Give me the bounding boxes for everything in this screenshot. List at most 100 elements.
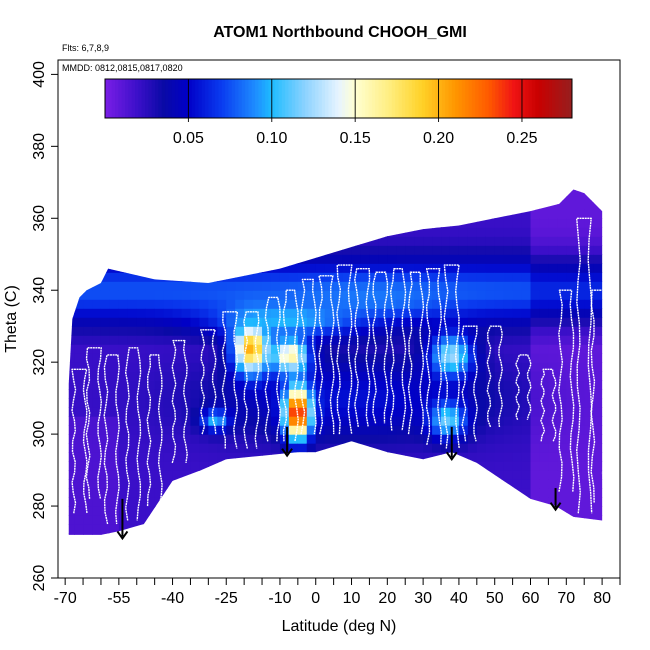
- heatmap-cell: [235, 398, 245, 408]
- heatmap-cell: [190, 281, 200, 291]
- heatmap-cell: [351, 290, 362, 300]
- heatmap-cell: [262, 227, 272, 237]
- heatmap-cell: [432, 209, 442, 219]
- heatmap-cell: [253, 380, 263, 390]
- heatmap-cell: [396, 290, 406, 300]
- heatmap-cell: [378, 236, 388, 246]
- heatmap-cell: [270, 425, 281, 435]
- heatmap-cell: [127, 200, 138, 210]
- heatmap-cell: [378, 272, 388, 282]
- heatmap-cell: [288, 533, 299, 535]
- heatmap-cell: [539, 398, 550, 408]
- heatmap-cell: [208, 461, 218, 471]
- heatmap-cell: [315, 497, 326, 507]
- colorbar-swatch: [108, 79, 113, 118]
- heatmap-cell: [154, 308, 165, 318]
- heatmap-cell: [306, 434, 317, 444]
- flight-profile-trace: [124, 347, 142, 521]
- heatmap-cell: [181, 200, 192, 210]
- heatmap-cell: [226, 380, 236, 390]
- heatmap-cell: [485, 254, 496, 264]
- heatmap-cell: [109, 515, 120, 525]
- heatmap-cell: [270, 533, 281, 535]
- heatmap-cell: [226, 416, 236, 426]
- heatmap-cell: [109, 317, 120, 327]
- heatmap-cell: [423, 380, 433, 390]
- heatmap-cell: [172, 189, 183, 192]
- heatmap-cell: [262, 308, 272, 318]
- heatmap-cell: [441, 263, 451, 273]
- heatmap-cell: [253, 335, 263, 345]
- heatmap-cell: [226, 189, 236, 192]
- heatmap-cell: [575, 227, 585, 237]
- heatmap-cell: [530, 344, 541, 354]
- heatmap-cell: [226, 524, 236, 534]
- heatmap-cell: [136, 254, 147, 264]
- heatmap-cell: [485, 443, 496, 453]
- heatmap-cell: [324, 353, 335, 363]
- heatmap-cell: [100, 362, 111, 372]
- heatmap-cell: [181, 290, 192, 300]
- heatmap-cell: [458, 533, 469, 535]
- heatmap-cell: [414, 236, 424, 246]
- heatmap-cell: [423, 290, 433, 300]
- heatmap-cell: [602, 524, 603, 534]
- heatmap-cell: [262, 200, 272, 210]
- heatmap-cell: [154, 236, 165, 246]
- heatmap-cell: [253, 299, 263, 309]
- heatmap-cell: [127, 461, 138, 471]
- heatmap-cell: [235, 434, 245, 444]
- heatmap: [68, 189, 603, 535]
- heatmap-cell: [458, 416, 469, 426]
- heatmap-cell: [92, 524, 102, 534]
- heatmap-cell: [530, 263, 541, 273]
- heatmap-cell: [512, 189, 523, 192]
- heatmap-cell: [566, 515, 576, 525]
- heatmap-cell: [100, 461, 111, 471]
- heatmap-cell: [297, 389, 308, 399]
- heatmap-cell: [127, 245, 138, 255]
- heatmap-cell: [74, 272, 84, 282]
- heatmap-cell: [432, 236, 442, 246]
- heatmap-cell: [548, 326, 558, 336]
- heatmap-cell: [68, 308, 75, 318]
- heatmap-cell: [494, 200, 505, 210]
- heatmap-cell: [74, 407, 84, 417]
- profile-arrow: [116, 498, 129, 541]
- heatmap-cell: [262, 434, 272, 444]
- heatmap-cell: [512, 452, 523, 462]
- heatmap-cell: [342, 200, 353, 210]
- heatmap-cell: [324, 389, 335, 399]
- heatmap-cell: [432, 416, 442, 426]
- heatmap-cell: [557, 335, 567, 345]
- heatmap-cell: [396, 189, 406, 192]
- heatmap-cell: [485, 218, 496, 228]
- heatmap-cell: [297, 452, 308, 462]
- heatmap-cell: [181, 209, 192, 219]
- heatmap-cell: [270, 299, 281, 309]
- heatmap-cell: [351, 470, 362, 480]
- heatmap-cell: [324, 416, 335, 426]
- heatmap-cell: [190, 344, 200, 354]
- heatmap-cell: [100, 200, 111, 210]
- heatmap-cell: [530, 452, 541, 462]
- heatmap-cell: [83, 425, 93, 435]
- heatmap-cell: [405, 191, 415, 201]
- heatmap-cell: [181, 191, 192, 201]
- heatmap-cell: [414, 290, 424, 300]
- heatmap-cell: [324, 200, 335, 210]
- heatmap-cell: [297, 189, 308, 192]
- heatmap-cell: [270, 218, 281, 228]
- heatmap-cell: [458, 254, 469, 264]
- heatmap-cell: [208, 263, 218, 273]
- heatmap-cell: [521, 191, 532, 201]
- heatmap-cell: [127, 254, 138, 264]
- heatmap-cell: [584, 299, 594, 309]
- heatmap-cell: [369, 209, 379, 219]
- heatmap-cell: [83, 515, 93, 525]
- heatmap-cell: [503, 272, 514, 282]
- heatmap-cell: [315, 290, 326, 300]
- heatmap-cell: [199, 272, 209, 282]
- heatmap-cell: [288, 443, 299, 453]
- heatmap-cell: [467, 488, 478, 498]
